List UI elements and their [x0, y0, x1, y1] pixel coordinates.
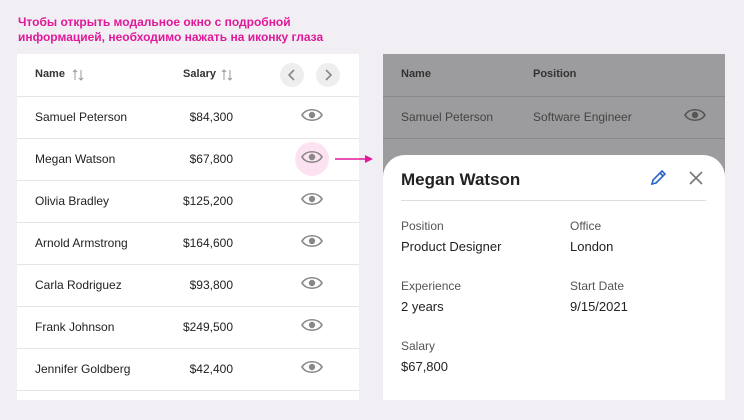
divider	[401, 200, 706, 201]
annotation-line: информацией, необходимо нажать на иконку…	[18, 30, 324, 44]
field-value: 2 years	[401, 299, 444, 314]
table-card: Name Salary Samuel Peterson $84,300 Megan …	[17, 54, 359, 400]
name-cell: Olivia Bradley	[35, 194, 110, 208]
edit-button[interactable]	[649, 169, 667, 187]
header-name: Name	[401, 68, 431, 80]
modal: Megan Watson Position Product Designer Off…	[383, 155, 725, 400]
eye-button[interactable]	[301, 317, 323, 336]
table-row: Arnold Armstrong $164,600	[17, 222, 359, 265]
field-label: Office	[570, 219, 602, 233]
next-button[interactable]	[316, 63, 340, 87]
table-row: Megan Watson $67,800	[17, 138, 359, 181]
sort-icon[interactable]	[72, 69, 84, 81]
eye-button[interactable]	[301, 233, 323, 252]
eye-button[interactable]	[301, 107, 323, 126]
name-cell: Carla Rodriguez	[35, 278, 122, 292]
header-row: Name Position	[383, 54, 725, 97]
name-cell: Frank Johnson	[35, 320, 115, 334]
header-row: Name Salary	[17, 54, 359, 97]
name-cell: Megan Watson	[35, 152, 116, 166]
field-value: Product Designer	[401, 239, 502, 254]
name-cell: Samuel Peterson	[401, 110, 494, 124]
salary-cell: $84,300	[189, 110, 233, 124]
header-position: Position	[533, 68, 577, 80]
sort-icon[interactable]	[221, 69, 233, 81]
field-label: Start Date	[570, 279, 625, 293]
field-label: Position	[401, 219, 444, 233]
field-value: London	[570, 239, 614, 254]
name-cell: Jennifer Goldberg	[35, 362, 131, 376]
salary-cell: $125,200	[182, 194, 233, 208]
header-salary[interactable]: Salary	[183, 68, 217, 80]
table-row: Jennifer Goldberg $42,400	[17, 348, 359, 391]
field-label: Salary	[401, 339, 436, 353]
header-name[interactable]: Name	[35, 68, 65, 80]
table-row: Carla Rodriguez $93,800	[17, 264, 359, 307]
salary-cell: $164,600	[182, 236, 233, 250]
position-cell: Software Engineer	[533, 110, 632, 124]
annotation: Чтобы открыть модальное окно с подробной…	[18, 15, 323, 45]
table-row: Samuel Peterson Software Engineer	[383, 96, 725, 139]
eye-button[interactable]	[301, 359, 323, 378]
salary-cell: $93,800	[189, 278, 233, 292]
arrow	[335, 155, 373, 163]
field-value: $67,800	[401, 359, 448, 374]
field-value: 9/15/2021	[570, 299, 628, 314]
annotation-line: Чтобы открыть модальное окно с подробной	[18, 15, 291, 29]
salary-cell: $42,400	[189, 362, 233, 376]
modal-title: Megan Watson	[401, 170, 521, 189]
eye-button[interactable]	[301, 149, 323, 168]
eye-button[interactable]	[301, 191, 323, 210]
name-cell: Samuel Peterson	[35, 110, 128, 124]
salary-cell: $67,800	[189, 152, 233, 166]
eye-button[interactable]	[301, 275, 323, 294]
table-row: Frank Johnson $249,500	[17, 306, 359, 349]
table-row: Olivia Bradley $125,200	[17, 180, 359, 223]
field-label: Experience	[401, 279, 462, 293]
salary-cell: $249,500	[182, 320, 233, 334]
prev-button[interactable]	[280, 63, 304, 87]
close-button[interactable]	[689, 171, 703, 185]
eye-button	[684, 107, 706, 126]
name-cell: Arnold Armstrong	[35, 236, 128, 250]
table-row: Samuel Peterson $84,300	[17, 96, 359, 139]
